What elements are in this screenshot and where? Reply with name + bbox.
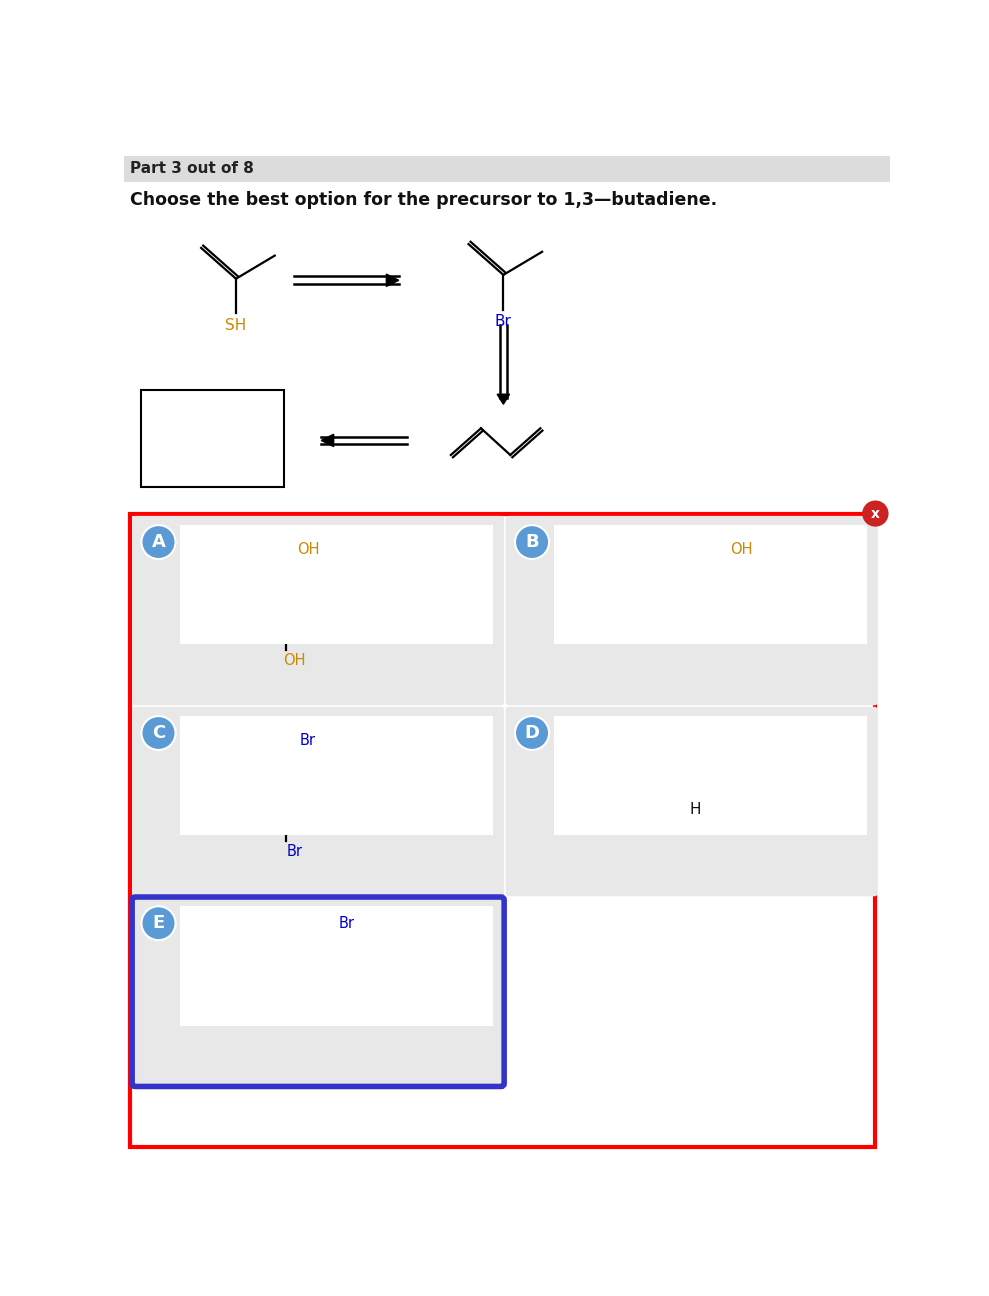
Text: Part 3 out of 8: Part 3 out of 8 <box>130 161 254 176</box>
Text: E: E <box>152 914 164 932</box>
FancyBboxPatch shape <box>554 717 866 836</box>
Polygon shape <box>497 394 509 404</box>
Text: SH: SH <box>225 319 246 333</box>
Text: H: H <box>689 802 700 816</box>
Text: OH: OH <box>283 653 306 669</box>
FancyBboxPatch shape <box>133 706 504 897</box>
Text: OH: OH <box>297 542 319 557</box>
Circle shape <box>515 525 549 559</box>
Polygon shape <box>321 434 333 447</box>
FancyBboxPatch shape <box>124 156 890 183</box>
Text: x: x <box>871 507 880 521</box>
Circle shape <box>515 717 549 750</box>
FancyBboxPatch shape <box>505 706 877 897</box>
Text: Choose the best option for the precursor to 1,3—butadiene.: Choose the best option for the precursor… <box>130 192 717 209</box>
FancyBboxPatch shape <box>554 525 866 644</box>
FancyBboxPatch shape <box>505 516 877 705</box>
Text: B: B <box>525 533 539 551</box>
Text: A: A <box>151 533 165 551</box>
Polygon shape <box>387 273 399 286</box>
Circle shape <box>141 525 176 559</box>
Circle shape <box>141 906 176 940</box>
FancyBboxPatch shape <box>180 525 494 644</box>
Text: Br: Br <box>339 916 355 931</box>
FancyBboxPatch shape <box>133 897 504 1086</box>
Text: Br: Br <box>494 315 512 329</box>
Circle shape <box>862 500 888 526</box>
FancyBboxPatch shape <box>130 513 875 1147</box>
Text: Br: Br <box>286 844 302 859</box>
Text: OH: OH <box>730 542 753 557</box>
FancyBboxPatch shape <box>180 906 494 1025</box>
Text: D: D <box>524 724 540 743</box>
FancyBboxPatch shape <box>180 717 494 836</box>
FancyBboxPatch shape <box>140 390 284 486</box>
FancyBboxPatch shape <box>133 516 504 705</box>
Text: C: C <box>152 724 165 743</box>
Circle shape <box>141 717 176 750</box>
Text: Br: Br <box>300 734 316 748</box>
